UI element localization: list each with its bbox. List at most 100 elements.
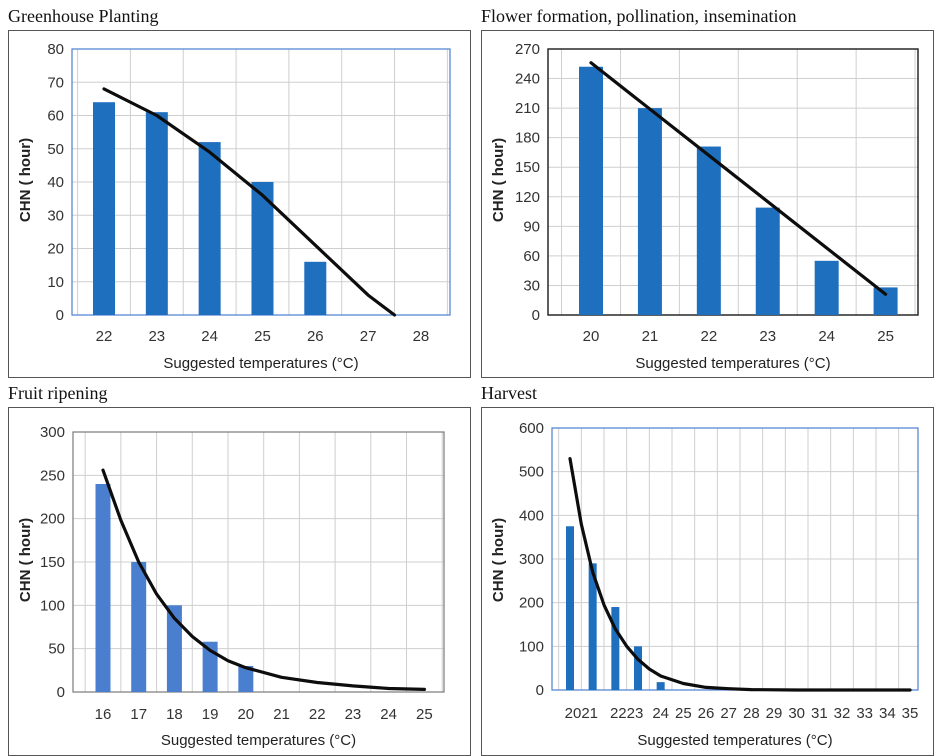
chart-2-bar (755, 207, 780, 315)
chart-2-ytick-label: 90 (523, 218, 540, 235)
chart-4-xtick-label: 2021 (565, 705, 598, 722)
chart-2-title: Flower formation, pollination, inseminat… (481, 6, 797, 26)
chart-3-bar (95, 484, 111, 692)
chart-2-plot-border (547, 48, 919, 316)
chart-2-frame (481, 30, 934, 378)
chart-4-xtick-label: 29 (766, 705, 783, 722)
chart-3-ytick-label: 250 (40, 467, 65, 484)
chart-3-bar (131, 562, 147, 692)
chart-2-xtick-label: 20 (583, 328, 600, 345)
chart-1-trendline (102, 87, 397, 317)
chart-3-plot-border (72, 431, 445, 693)
chart-3-xtick-label: 17 (130, 706, 147, 723)
chart-4-bar (566, 526, 574, 690)
chart-2-xtick-label: 23 (759, 328, 776, 345)
chart-3-trendline (101, 468, 426, 692)
chart-2-xtick-label: 25 (877, 328, 894, 345)
chart-3-xtick-label: 16 (95, 706, 112, 723)
chart-3-xtick-label: 21 (273, 706, 290, 723)
chart-1-ytick-label: 70 (47, 74, 64, 91)
chart-1-bar (93, 102, 115, 315)
chart-4-ytick-label: 300 (519, 551, 544, 568)
chart-2-trendline (589, 61, 888, 296)
chart-2-ytick-label: 0 (532, 307, 540, 324)
chart-1-ytick-label: 80 (47, 41, 64, 58)
chart-4-xtick-label: 27 (720, 705, 737, 722)
chart-1-xlabel: Suggested temperatures (°C) (163, 355, 358, 372)
chart-1-xtick-label: 24 (201, 328, 218, 345)
chart-4-xtick-label: 34 (879, 705, 896, 722)
chart-3-ytick-label: 0 (57, 684, 65, 701)
chart-4-xtick-label: 35 (902, 705, 919, 722)
chart-4-bar (656, 682, 665, 690)
chart-4-xtick-label: 25 (675, 705, 692, 722)
chart-2-ylabel: CHN ( hour) (490, 138, 507, 222)
chart-1-ytick-label: 0 (56, 307, 64, 324)
chart-3-xtick-label: 23 (345, 706, 362, 723)
chart-1-ytick-label: 50 (47, 141, 64, 158)
chart-4-xtick-label: 2223 (610, 705, 643, 722)
chart-1-bar (198, 142, 221, 315)
chart-4-ylabel: CHN ( hour) (490, 518, 507, 602)
chart-1-xtick-label: 27 (360, 328, 377, 345)
chart-1-xtick-label: 28 (413, 328, 430, 345)
chart-1-xtick-label: 26 (307, 328, 324, 345)
chart-2-xlabel: Suggested temperatures (°C) (635, 355, 830, 372)
chart-2-xtick-label: 24 (818, 328, 835, 345)
chart-4-ytick-label: 500 (519, 464, 544, 481)
chart-2-ytick-label: 240 (515, 71, 540, 88)
chart-2-ytick-label: 270 (515, 41, 540, 58)
chart-1-bar (304, 261, 327, 315)
chart-4-xtick-label: 32 (834, 705, 851, 722)
chart-3-ytick-label: 100 (40, 597, 65, 614)
chart-2-bar (873, 287, 898, 315)
chart-3-xtick-label: 20 (237, 706, 254, 723)
chart-4-title: Harvest (481, 383, 537, 403)
chart-4-ytick-label: 0 (536, 682, 544, 699)
chart-4-xtick-label: 28 (743, 705, 760, 722)
chart-4-ytick-label: 600 (519, 420, 544, 437)
chart-4-trendline (568, 457, 912, 692)
chart-3-title: Fruit ripening (8, 383, 108, 403)
chart-2-ytick-label: 30 (523, 277, 540, 294)
chart-1-ytick-label: 60 (47, 108, 64, 125)
chart-2-ytick-label: 180 (515, 130, 540, 147)
chart-2-ytick-label: 210 (515, 100, 540, 117)
chart-1-bar (145, 112, 168, 315)
chart-4-bar (611, 607, 620, 690)
chart-4-xtick-label: 30 (788, 705, 805, 722)
chart-4-xtick-label: 33 (856, 705, 873, 722)
chart-3-xtick-label: 18 (166, 706, 183, 723)
chart-3-ytick-label: 200 (40, 511, 65, 528)
chart-3-xlabel: Suggested temperatures (°C) (161, 732, 356, 749)
chart-2-ytick-label: 60 (523, 248, 540, 265)
chart-1-bar (251, 182, 274, 315)
chart-4-ytick-label: 100 (519, 638, 544, 655)
chart-1-title: Greenhouse Planting (8, 6, 159, 26)
chart-3-bar (238, 666, 254, 692)
chart-1-ylabel: CHN ( hour) (17, 138, 34, 222)
chart-4-xtick-label: 24 (652, 705, 669, 722)
chart-4-ytick-label: 400 (519, 507, 544, 524)
chart-2-bar (579, 66, 603, 315)
chart-4-xlabel: Suggested temperatures (°C) (637, 732, 832, 749)
chart-1-frame (8, 30, 471, 378)
chart-4-xtick-label: 31 (811, 705, 828, 722)
chart-1-ytick-label: 10 (47, 274, 64, 291)
chart-3-xtick-label: 24 (380, 706, 397, 723)
chart-2-ytick-label: 120 (515, 189, 540, 206)
chart-2-bar (637, 108, 662, 315)
chart-4-ytick-label: 200 (519, 595, 544, 612)
chart-4-bar (634, 646, 642, 690)
chart-2-xtick-label: 22 (700, 328, 717, 345)
chart-4-bar (588, 563, 597, 690)
chart-3-xtick-label: 25 (416, 706, 433, 723)
chart-1-ytick-label: 40 (47, 174, 64, 191)
chart-3-bar (166, 605, 182, 692)
chart-2-bar (696, 146, 721, 315)
chart-2-bar (814, 260, 839, 315)
chart-2-xtick-label: 21 (642, 328, 659, 345)
chart-1-xtick-label: 23 (148, 328, 165, 345)
chart-3-ytick-label: 150 (40, 554, 65, 571)
